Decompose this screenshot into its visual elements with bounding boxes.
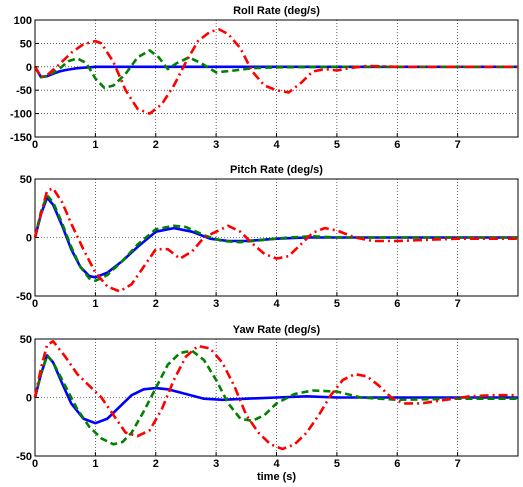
pitch-rate-deg-s-x-tick-label: 3 [213,298,219,310]
pitch-rate-deg-s-x-tick-label: 0 [32,298,38,310]
roll-rate-deg-s-plot-area [34,19,519,138]
roll-rate-deg-s-panel: Roll Rate (deg/s) 0 1 2 3 4 5 6 7 -150 -100 -50 0 50 1… [10,5,519,151]
yaw-rate-deg-s-title: Yaw Rate (deg/s) [233,324,321,336]
roll-rate-deg-s-y-tick-label: 100 [14,15,32,27]
yaw-rate-deg-s-y-tick-label: 50 [20,334,32,346]
pitch-rate-deg-s-y-tick-label: 0 [26,233,32,245]
pitch-rate-deg-s-x-tick-label: 4 [273,298,280,310]
pitch-rate-deg-s-x-tick-label: 6 [394,298,400,310]
roll-rate-deg-s-x-tick-label: 2 [153,139,159,151]
yaw-rate-deg-s-series-2-line [33,339,518,451]
yaw-rate-deg-s-x-tick-label: 3 [213,458,219,470]
roll-rate-deg-s-x-tick-label: 0 [32,139,38,151]
pitch-rate-deg-s-series-1-line [33,194,518,283]
roll-rate-deg-s-x-tick-label: 6 [394,139,400,151]
roll-rate-deg-s-series-1-line [33,49,518,90]
roll-rate-deg-s-y-tick-label: -150 [10,132,32,144]
pitch-rate-deg-s-x-tick-label: 5 [334,298,340,310]
yaw-rate-deg-s-x-tick-label: 4 [273,458,280,470]
pitch-rate-deg-s-x-tick-label: 2 [153,298,159,310]
roll-rate-deg-s-y-tick-label: -100 [10,109,32,121]
yaw-rate-deg-s-x-tick-label: 2 [153,458,159,470]
roll-rate-deg-s-x-tick-label: 7 [455,139,461,151]
roll-rate-deg-s-x-tick-label: 5 [334,139,340,151]
roll-rate-deg-s-title: Roll Rate (deg/s) [233,5,320,17]
yaw-rate-deg-s-y-tick-label: -50 [16,451,32,463]
pitch-rate-deg-s-series-2-line [33,187,518,293]
yaw-rate-deg-s-y-tick-label: 0 [26,393,32,405]
yaw-rate-deg-s-x-axis-label: time (s) [257,471,296,483]
pitch-rate-deg-s-y-tick-label: 50 [20,174,32,186]
yaw-rate-deg-s-x-tick-label: 7 [455,458,461,470]
roll-rate-deg-s-x-tick-label: 3 [213,139,219,151]
pitch-rate-deg-s-x-tick-label: 7 [455,298,461,310]
pitch-rate-deg-s-y-tick-label: -50 [16,291,32,303]
yaw-rate-deg-s-x-tick-label: 0 [32,458,38,470]
yaw-rate-deg-s-x-tick-label: 5 [334,458,340,470]
pitch-rate-deg-s-x-tick-label: 1 [92,298,98,310]
roll-rate-deg-s-x-tick-label: 1 [92,139,98,151]
roll-rate-deg-s-y-tick-label: 50 [20,38,32,50]
roll-rate-deg-s-x-tick-label: 4 [273,139,280,151]
roll-rate-deg-s-y-tick-label: -50 [16,85,32,97]
roll-rate-deg-s-series-0-line [33,65,518,79]
yaw-rate-deg-s-x-tick-label: 1 [92,458,98,470]
roll-rate-deg-s-y-tick-label: 0 [26,62,32,74]
roll-rate-deg-s-series-2-line [33,28,518,115]
yaw-rate-deg-s-x-tick-label: 6 [394,458,400,470]
pitch-rate-deg-s-title: Pitch Rate (deg/s) [230,164,323,176]
yaw-rate-deg-s-series-1-line [33,349,518,446]
